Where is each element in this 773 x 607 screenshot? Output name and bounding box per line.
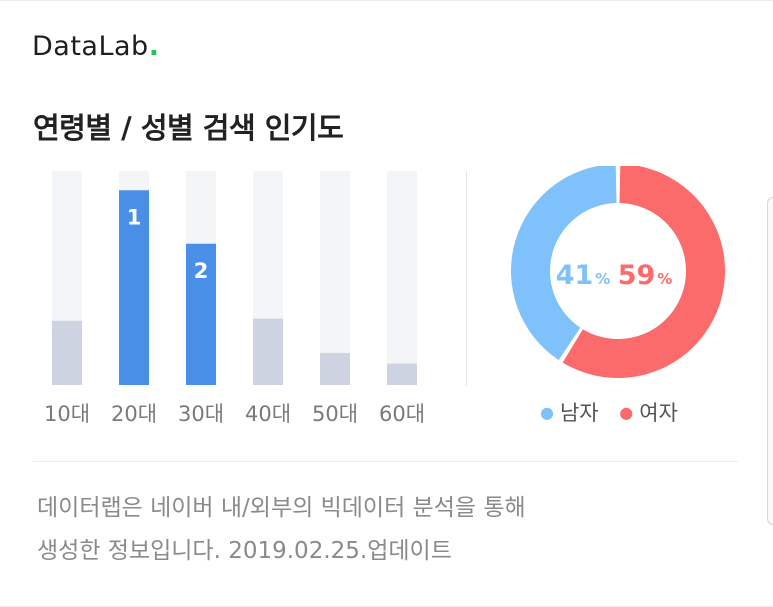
bar[interactable] <box>387 363 417 385</box>
next-card-edge[interactable] <box>767 197 773 525</box>
bar-track <box>320 171 350 385</box>
x-tick-label: 10대 <box>44 402 90 426</box>
bar[interactable] <box>119 190 149 385</box>
footnote-line-1: 데이터랩은 네이버 내/외부의 빅데이터 분석을 통해 <box>37 495 526 521</box>
bar[interactable] <box>320 352 350 385</box>
x-tick-label: 40대 <box>245 402 291 426</box>
bar-track <box>387 171 417 385</box>
brand-name: DataLab <box>32 31 149 62</box>
legend-item-male: ● 남자 <box>540 397 599 427</box>
slice-percent-label: 59% <box>618 260 673 291</box>
brand-dot: . <box>148 31 160 62</box>
chart-divider <box>466 171 467 386</box>
slice-female[interactable] <box>562 166 725 378</box>
footnote: 데이터랩은 네이버 내/외부의 빅데이터 분석을 통해 생성한 정보입니다. 2… <box>37 487 757 573</box>
legend-bullet-female: ● <box>619 403 634 422</box>
bar-rank-label: 2 <box>194 259 209 283</box>
x-tick-label: 30대 <box>178 402 224 426</box>
bar-rank-label: 1 <box>127 205 142 229</box>
legend-label-male: 남자 <box>559 401 599 425</box>
legend-item-female: ● 여자 <box>619 397 678 427</box>
x-tick-label: 50대 <box>312 402 358 426</box>
bar[interactable] <box>253 318 283 385</box>
x-tick-label: 20대 <box>111 402 157 426</box>
age-bar-chart: 10대 1 20대 2 30대 40대 50대 60대 <box>44 171 425 426</box>
footnote-line-2: 생성한 정보입니다. 2019.02.25.업데이트 <box>37 538 452 564</box>
slice-percent-label: 41% <box>556 260 611 291</box>
datalab-logo[interactable]: DataLab. <box>32 31 159 62</box>
bar[interactable] <box>186 243 216 385</box>
legend-label-female: 여자 <box>639 401 678 425</box>
legend-bullet-male: ● <box>540 403 554 422</box>
x-tick-label: 60대 <box>379 402 425 426</box>
gender-legend: ● 남자 ● 여자 <box>540 397 692 427</box>
section-divider <box>33 461 738 462</box>
bar[interactable] <box>52 320 82 385</box>
chart-title: 연령별 / 성별 검색 인기도 <box>33 111 344 145</box>
gender-donut-chart: 41% 59% <box>511 166 725 378</box>
slice-male[interactable] <box>511 166 617 361</box>
